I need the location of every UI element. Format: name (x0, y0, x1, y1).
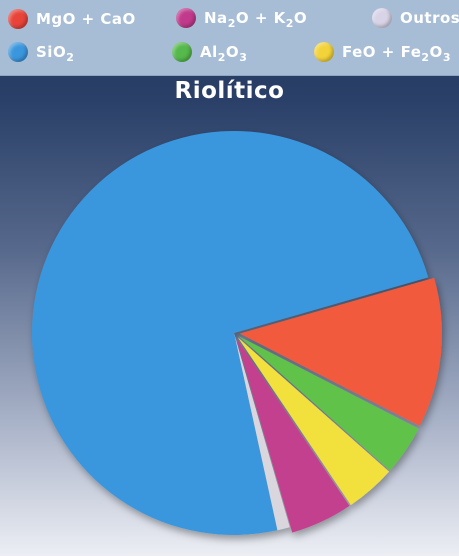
legend-item-na2o-k2o: Na2O + K2O (176, 8, 308, 30)
legend-item-sio2: SiO2 (8, 42, 75, 64)
pie-slice-na2o-k2o (236, 338, 350, 533)
legend-label: SiO2 (36, 43, 75, 64)
legend-swatch-al2o3 (172, 42, 192, 62)
legend: MgO + CaO Na2O + K2O Outros SiO2 Al2O3 F… (0, 0, 459, 76)
legend-item-outros: Outros (372, 8, 459, 28)
legend-swatch-feo-fe2o3 (314, 42, 334, 62)
legend-label: Na2O + K2O (204, 9, 308, 30)
legend-swatch-mgo-cao (8, 9, 28, 29)
legend-item-mgo-cao: MgO + CaO (8, 9, 136, 29)
legend-label: MgO + CaO (36, 10, 136, 28)
pie-slice-mgo-cao (239, 277, 442, 426)
legend-swatch-sio2 (8, 42, 28, 62)
chart-title: Riolítico (174, 78, 285, 104)
legend-swatch-na2o-k2o (176, 8, 196, 28)
legend-item-feo-fe2o3: FeO + Fe2O3 (314, 42, 451, 64)
legend-item-al2o3: Al2O3 (172, 42, 248, 64)
pie-slice-sio2 (31, 130, 429, 535)
pie-slice-outros (234, 333, 290, 531)
pie-slice-feo-fe2o3 (237, 337, 390, 505)
legend-swatch-outros (372, 8, 392, 28)
legend-label: Al2O3 (200, 43, 248, 64)
legend-label: Outros (400, 9, 459, 27)
legend-label: FeO + Fe2O3 (342, 43, 451, 64)
pie-slice-al2o3 (238, 336, 419, 471)
